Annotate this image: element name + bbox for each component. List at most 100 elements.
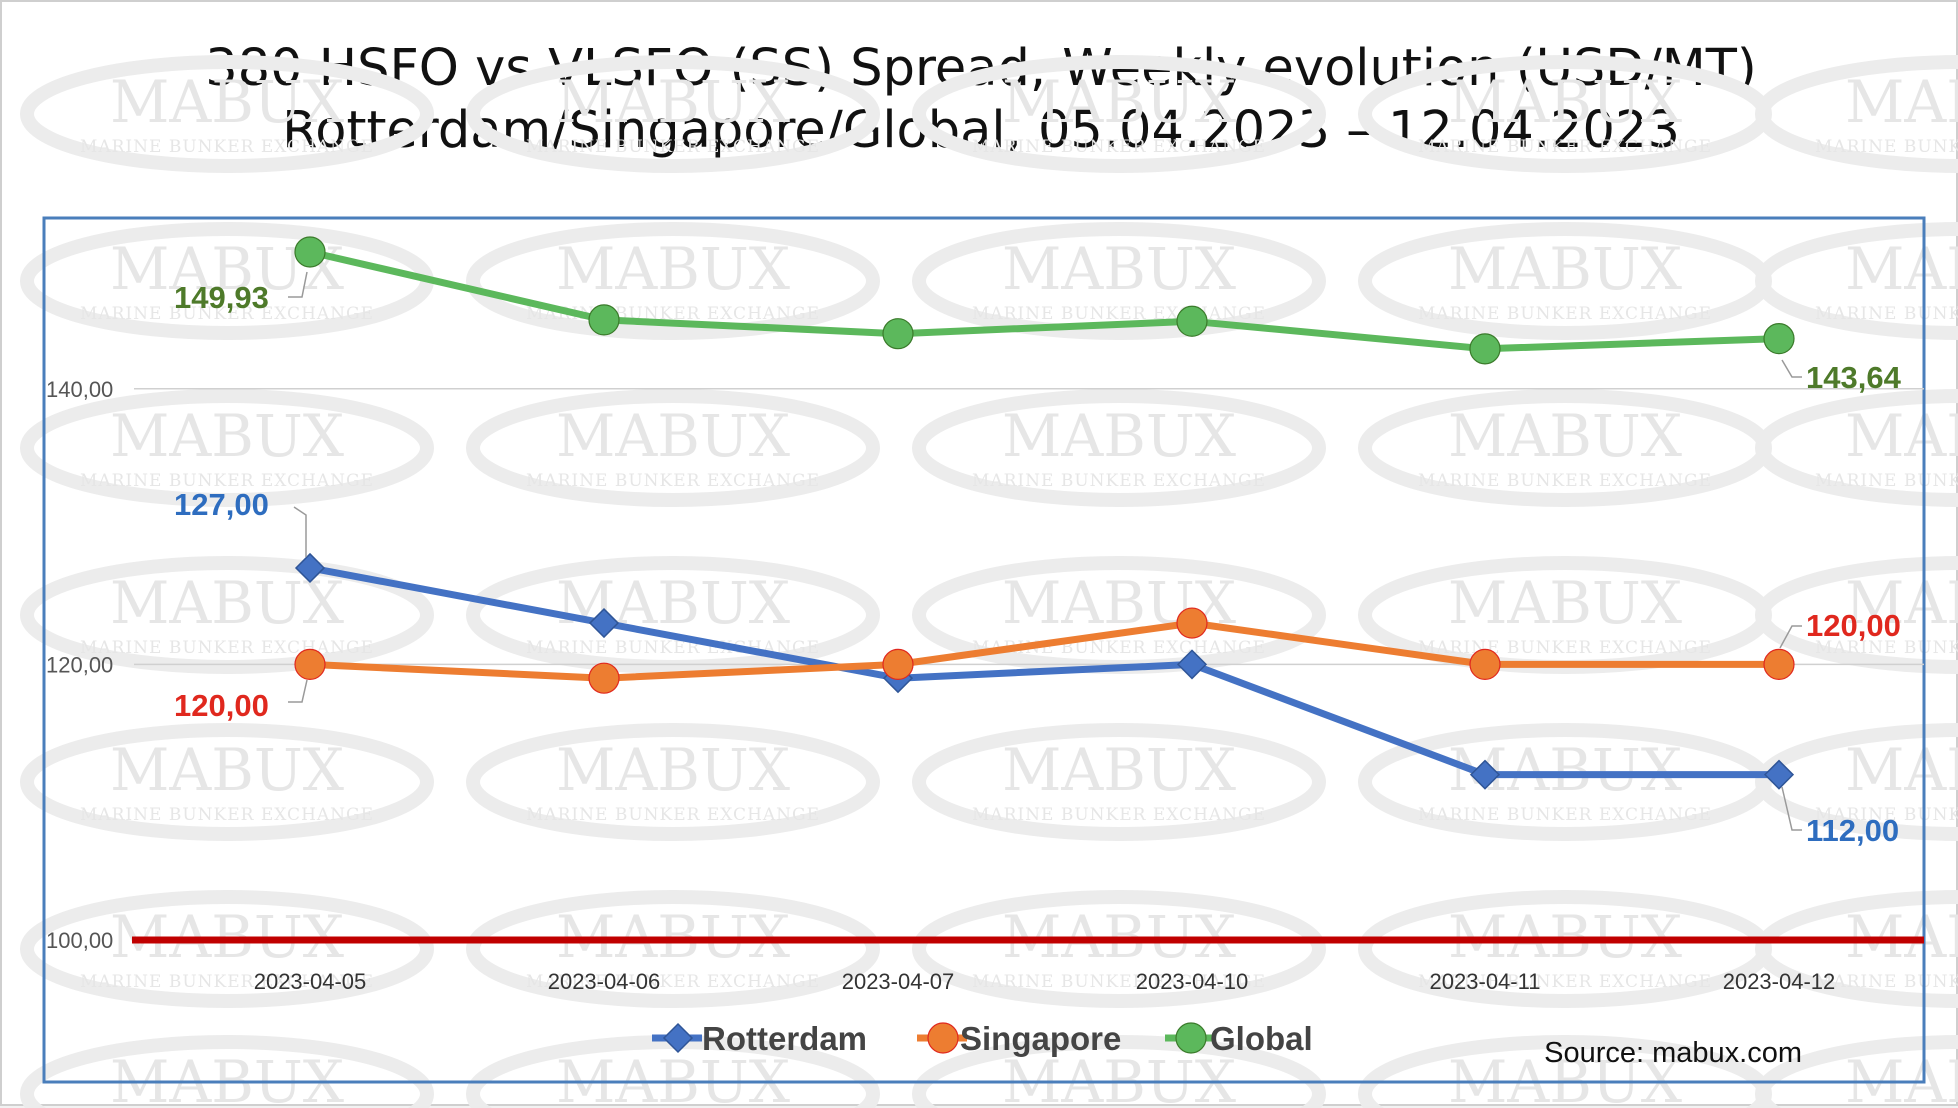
watermark-tagline: MARINE BUNKER EXCHANGE <box>526 471 820 491</box>
watermark-swoosh <box>20 556 434 674</box>
legend-swatch-marker <box>927 1022 959 1054</box>
series-global <box>294 236 1795 365</box>
data-point-global <box>1469 333 1501 365</box>
watermark-swoosh <box>20 55 434 173</box>
legend-item-global: Global <box>1165 1020 1313 1057</box>
watermark-swoosh <box>1755 556 1958 674</box>
data-point-global <box>294 236 326 268</box>
watermark-brand: MABUX <box>110 736 345 804</box>
source-note: Source: mabux.com <box>1544 1037 1802 1069</box>
x-axis: 2023-04-05 2023-04-06 2023-04-07 2023-04-10… <box>254 969 1836 994</box>
watermark-brand: MABUX <box>556 235 791 303</box>
label-leader-line <box>288 271 308 298</box>
watermark-brand: MABUX <box>556 402 791 470</box>
watermark-brand: MABUX <box>1845 736 1958 804</box>
watermark-tagline: MARINE BUNKER EXCHANGE <box>1815 638 1958 658</box>
watermark-tagline: MARINE BUNKER EXCHANGE <box>1418 471 1712 491</box>
watermark-tagline: MARINE BUNKER EXCHANGE <box>80 304 374 324</box>
data-point-singapore <box>1176 607 1208 639</box>
watermark-tagline: MARINE BUNKER EXCHANGE <box>1418 638 1712 658</box>
x-tick-label: 2023-04-07 <box>842 969 955 994</box>
watermark-swoosh <box>466 222 880 340</box>
data-label-global: 149,93 <box>174 280 269 315</box>
y-axis: 100,00 120,00 140,00 <box>46 377 113 953</box>
label-leader-line <box>288 679 308 703</box>
watermark-brand: MABUX <box>1845 569 1958 637</box>
watermark-tagline: MARINE BUNKER EXCHANGE <box>972 471 1266 491</box>
watermark-brand: MABUX <box>556 569 791 637</box>
watermark-swoosh <box>912 222 1326 340</box>
watermark-tagline: MARINE BUNKER EXCHANGE <box>526 805 820 825</box>
watermark-tagline: MARINE BUNKER EXCHANGE <box>1815 471 1958 491</box>
watermark-tagline: MARINE BUNKER EXCHANGE <box>1418 304 1712 324</box>
watermark-tagline: MARINE BUNKER EXCHANGE <box>80 137 374 157</box>
legend-item-singapore: Singapore <box>917 1020 1121 1057</box>
legend-swatch-marker <box>662 1022 694 1054</box>
watermark-swoosh <box>912 389 1326 507</box>
watermark-swoosh <box>1755 222 1958 340</box>
watermark-tagline: MARINE BUNKER EXCHANGE <box>80 972 374 992</box>
x-tick-label: 2023-04-05 <box>254 969 367 994</box>
watermark-brand: MABUX <box>556 68 791 136</box>
x-tick-label: 2023-04-12 <box>1723 969 1836 994</box>
watermark-tagline: MARINE BUNKER EXCHANGE <box>972 972 1266 992</box>
series-singapore <box>294 607 1795 694</box>
legend-swatch-marker <box>1175 1022 1207 1054</box>
x-tick-label: 2023-04-06 <box>548 969 661 994</box>
watermark-brand: MABUX <box>1845 402 1958 470</box>
watermark-swoosh <box>20 389 434 507</box>
series-line-singapore <box>309 619 1779 682</box>
watermark-brand: MABUX <box>110 402 345 470</box>
watermark-swoosh <box>466 556 880 674</box>
data-point-rotterdam <box>588 607 620 639</box>
watermark-brand: MABUX <box>1002 402 1237 470</box>
watermark-brand: MABUX <box>1002 68 1237 136</box>
label-leader-line <box>293 506 307 557</box>
watermark-tagline: MARINE BUNKER EXCHANGE <box>526 137 820 157</box>
watermark-brand: MABUX <box>1845 235 1958 303</box>
data-label-singapore: 120,00 <box>1806 608 1901 643</box>
watermark-swoosh <box>1755 723 1958 841</box>
data-point-rotterdam <box>1176 649 1208 680</box>
watermark-brand: MABUX <box>556 736 791 804</box>
data-point-singapore <box>588 662 620 694</box>
watermark-swoosh <box>466 55 880 173</box>
legend-label: Singapore <box>960 1020 1121 1057</box>
watermark-brand: MABUX <box>1845 68 1958 136</box>
watermark-tagline: MARINE BUNKER EXCHANGE <box>1418 137 1712 157</box>
label-leader-line <box>1781 786 1802 831</box>
y-tick-label: 120,00 <box>46 652 113 677</box>
watermark-brand: MABUX <box>1002 1048 1237 1108</box>
watermark-swoosh <box>912 723 1326 841</box>
watermark-tagline: MARINE BUNKER EXCHANGE <box>1418 972 1712 992</box>
legend-label: Global <box>1210 1020 1313 1057</box>
watermark-tagline: MARINE BUNKER EXCHANGE <box>1815 137 1958 157</box>
watermark-swoosh <box>20 723 434 841</box>
series-line-rotterdam <box>309 564 1779 779</box>
watermark-swoosh <box>466 389 880 507</box>
data-point-global <box>1176 305 1208 337</box>
watermark-tagline: MARINE BUNKER EXCHANGE <box>80 471 374 491</box>
watermark-brand: MABUX <box>1002 235 1237 303</box>
y-tick-label: 100,00 <box>46 928 113 953</box>
series-line-global <box>309 248 1780 353</box>
watermark-tagline: MARINE BUNKER EXCHANGE <box>526 972 820 992</box>
watermark-tagline: MARINE BUNKER EXCHANGE <box>80 805 374 825</box>
